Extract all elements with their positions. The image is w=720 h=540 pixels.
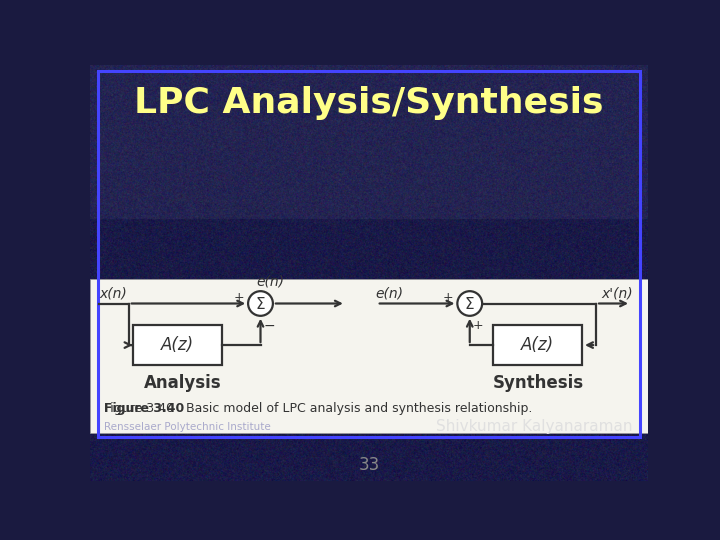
Text: +: + (443, 291, 454, 304)
Text: Shivkumar Kalyanaraman: Shivkumar Kalyanaraman (436, 419, 632, 434)
Text: e(n): e(n) (375, 286, 403, 300)
Text: Analysis: Analysis (144, 374, 222, 392)
Text: Figure 3.40   Basic model of LPC analysis and synthesis relationship.: Figure 3.40 Basic model of LPC analysis … (104, 402, 532, 415)
Bar (98, 71, 640, 437)
Text: $\Sigma$: $\Sigma$ (255, 296, 266, 312)
Text: A(z): A(z) (161, 336, 194, 354)
Bar (493, 325, 582, 365)
Text: Rensselaer Polytechnic Institute: Rensselaer Polytechnic Institute (104, 422, 271, 431)
Bar (90, 279, 648, 433)
Text: A(z): A(z) (521, 336, 554, 354)
Text: Figure 3.40: Figure 3.40 (104, 402, 184, 415)
Text: +: + (233, 291, 244, 304)
Text: 33: 33 (359, 456, 379, 474)
Text: $\Sigma$: $\Sigma$ (464, 296, 475, 312)
Circle shape (248, 291, 273, 316)
Bar (132, 325, 222, 365)
Text: −: − (264, 319, 275, 333)
Text: x'(n): x'(n) (601, 286, 632, 300)
Circle shape (457, 291, 482, 316)
Text: Synthesis: Synthesis (493, 374, 584, 392)
Text: x(n): x(n) (99, 286, 127, 300)
Text: +: + (473, 319, 483, 332)
Text: e(n): e(n) (256, 274, 284, 288)
Text: LPC Analysis/Synthesis: LPC Analysis/Synthesis (134, 86, 604, 120)
